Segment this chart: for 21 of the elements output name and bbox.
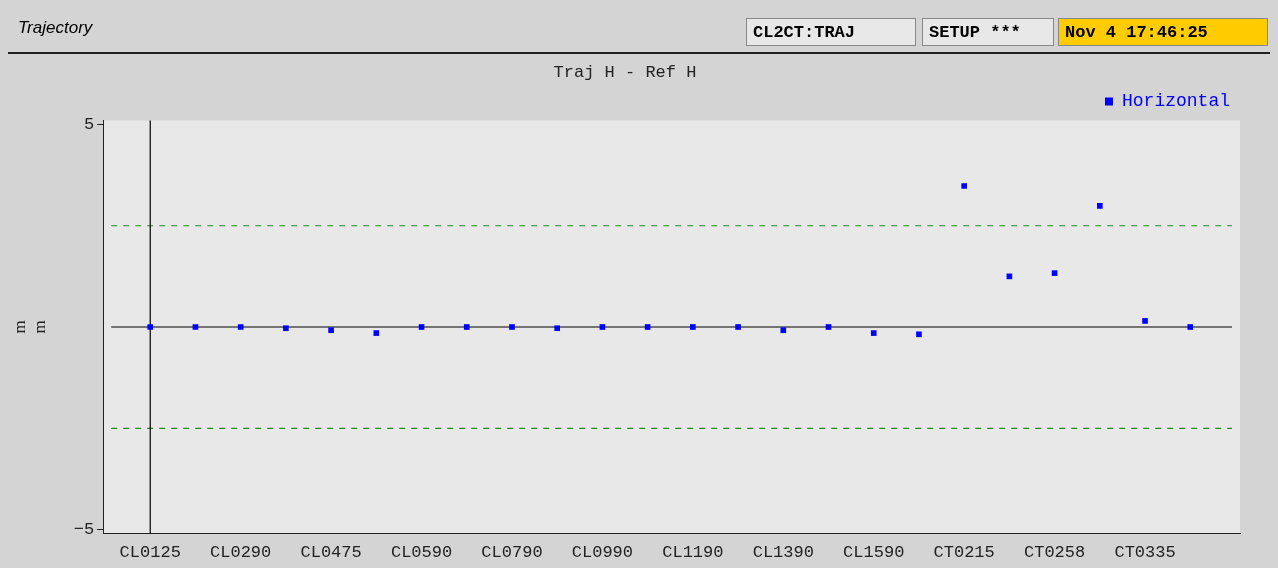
x-tick-label: CL0590	[390, 543, 453, 563]
y-tick-label: −5	[73, 520, 95, 540]
x-tick-label: CL1590	[843, 543, 905, 563]
text: CL2CT:TRAJ	[746, 18, 916, 46]
x-tick-label: CL0790	[481, 543, 543, 563]
x-tick-label: CL1390	[752, 543, 814, 563]
chart-title: Traj H - Ref H	[553, 62, 697, 82]
text: Nov 4 17:46:25	[1058, 18, 1268, 46]
x-tick-label: CL1190	[662, 543, 724, 563]
x-tick-label: CL0125	[119, 543, 181, 563]
y-axis-title: mm	[9, 320, 50, 334]
x-tick-label: CL0990	[571, 543, 634, 563]
x-tick-label: CL0290	[210, 543, 272, 563]
text: SETUP ***	[922, 18, 1054, 46]
legend-label: Horizontal	[1121, 91, 1231, 112]
x-tick-label: CT0215	[933, 543, 995, 563]
x-tick-label: CT0335	[1114, 543, 1176, 563]
y-tick-label: 5	[84, 114, 95, 134]
text: Trajectory	[17, 18, 94, 39]
x-tick-label: CT0258	[1023, 543, 1086, 563]
x-tick-label: CL0475	[300, 543, 362, 563]
